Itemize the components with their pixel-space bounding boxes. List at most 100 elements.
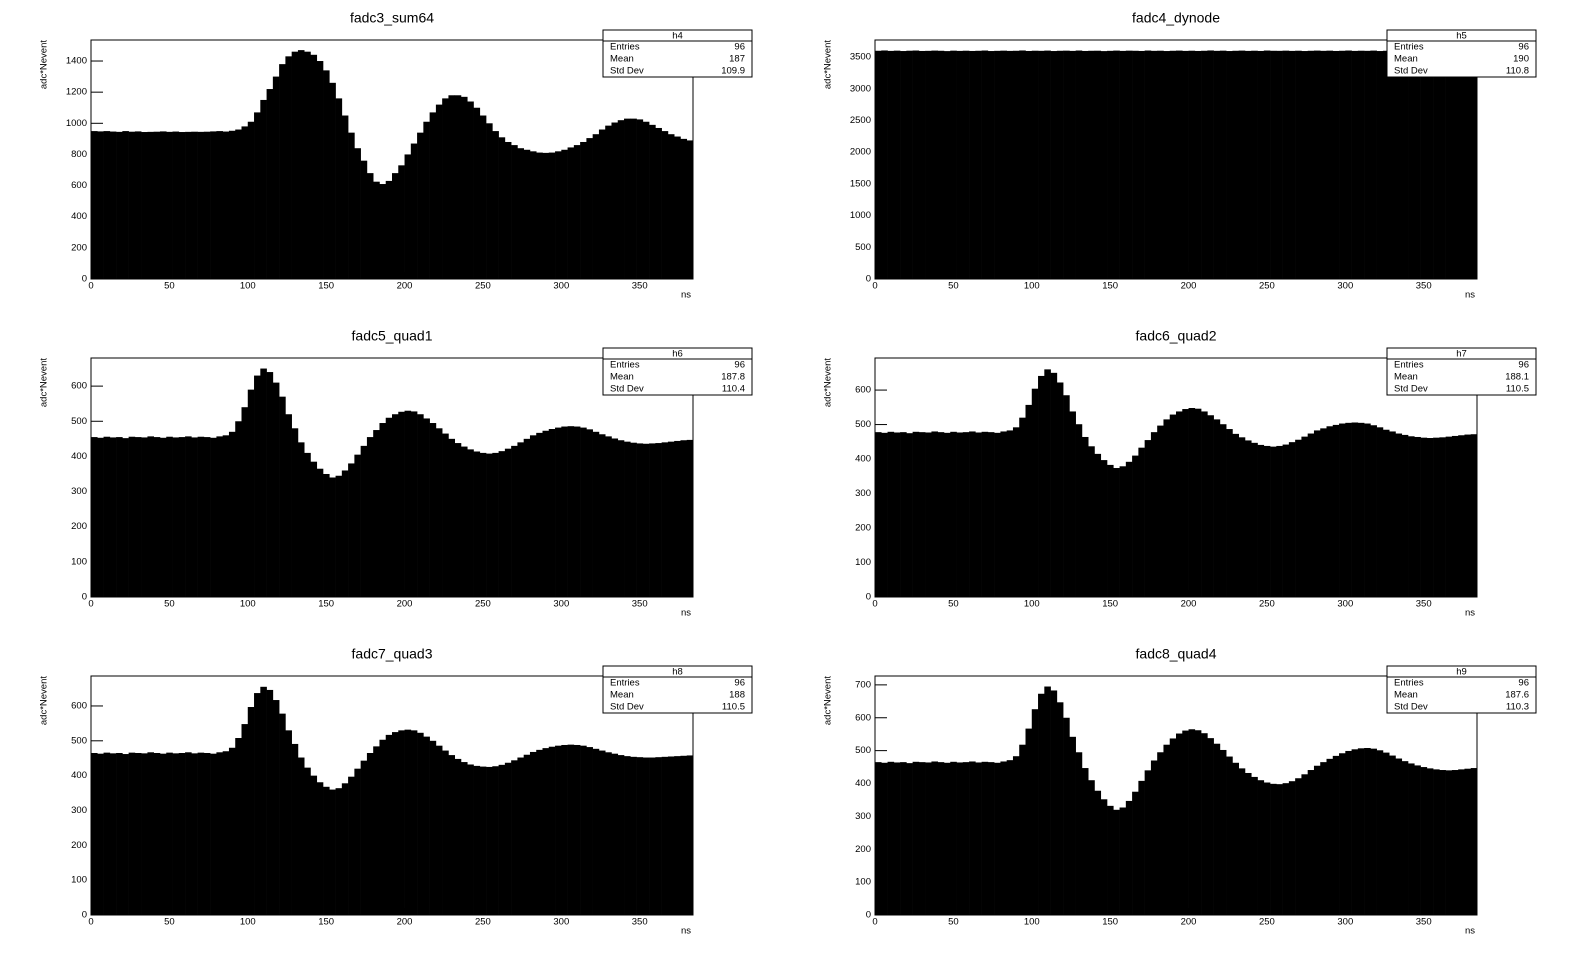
histogram-bar: [460, 762, 468, 915]
histogram-bar: [1025, 50, 1033, 279]
histogram-bar: [1382, 429, 1390, 597]
y-axis-label: adc*Nevent: [39, 40, 50, 89]
histogram-bar: [586, 747, 593, 915]
x-tick-label: 200: [1181, 917, 1197, 928]
histogram-bar: [1270, 50, 1277, 279]
axes-frame: [90, 675, 694, 916]
axes-frame: [874, 675, 1478, 916]
histogram-bar: [460, 446, 468, 597]
y-tick-label: 600: [71, 180, 87, 191]
histogram-bar: [467, 764, 474, 915]
stats-box: h7 Entries 96 Mean 188.1 Std Dev 110.5: [1386, 347, 1537, 396]
histogram-bar: [1000, 50, 1007, 280]
stats-value: 96: [1518, 360, 1529, 371]
histogram-bar: [1345, 50, 1352, 280]
histogram-bar: [661, 131, 669, 279]
histogram-bar: [1006, 430, 1014, 597]
axes-frame: [90, 39, 694, 280]
y-tick-label: 0: [866, 592, 871, 603]
stats-value: 96: [1518, 678, 1529, 689]
y-axis-label: adc*Nevent: [39, 358, 50, 407]
histogram-bar: [153, 752, 161, 915]
histogram-bar: [1006, 50, 1014, 280]
histogram-bar: [310, 775, 318, 915]
histogram-bar: [1201, 411, 1208, 597]
histogram-bar: [875, 50, 882, 279]
histogram-bar: [97, 437, 104, 597]
histogram-bar: [1426, 438, 1434, 597]
histogram-bar: [950, 50, 957, 280]
histogram-bar: [636, 757, 644, 915]
histogram-bar: [605, 752, 612, 915]
histogram-bar: [649, 443, 656, 597]
histogram-bar: [467, 449, 474, 597]
histogram-bar: [1063, 50, 1070, 280]
histogram-bar: [1081, 768, 1089, 915]
histogram-bar: [97, 753, 104, 915]
histogram-bar: [1107, 50, 1114, 280]
histogram-bar: [1395, 758, 1403, 915]
histogram-bar: [573, 426, 581, 597]
histogram-bar: [642, 121, 650, 279]
histogram-bar: [918, 50, 926, 279]
histogram-bar: [1451, 50, 1459, 279]
histogram-bar: [586, 429, 593, 597]
histogram-bar: [1339, 753, 1346, 915]
histogram-bar: [611, 122, 619, 279]
y-tick-label: 100: [855, 877, 871, 888]
x-tick-label: 250: [1259, 599, 1275, 610]
histogram-bar: [962, 50, 970, 280]
histogram-bar: [1470, 434, 1478, 597]
histogram-bar: [1339, 423, 1346, 597]
y-tick-label: 1500: [850, 178, 871, 189]
histogram-bar: [1257, 444, 1265, 597]
histogram-bar: [931, 431, 939, 597]
histogram-bar: [486, 766, 493, 915]
histogram-bar: [580, 427, 587, 597]
y-tick-label: 500: [855, 419, 871, 430]
histogram-bar: [1019, 744, 1026, 915]
histogram-bar: [291, 428, 299, 597]
stats-label: Mean: [1394, 372, 1418, 383]
histogram-bar: [1414, 765, 1421, 915]
histogram-bar: [473, 765, 481, 915]
histogram-bar: [611, 438, 619, 597]
histogram-bar: [1081, 50, 1089, 279]
x-tick-label: 200: [1181, 281, 1197, 292]
stats-label: Std Dev: [610, 66, 644, 77]
histogram-bar: [918, 762, 926, 915]
histogram-bar: [1382, 50, 1390, 279]
histogram-bar: [555, 151, 562, 279]
stats-value: 110.5: [722, 702, 745, 713]
histogram-bar: [360, 760, 368, 915]
histogram-bar: [297, 757, 305, 915]
histogram-bar: [598, 750, 606, 915]
histogram-bar: [893, 762, 901, 915]
histogram-bar: [1144, 50, 1152, 280]
x-tick-label: 50: [948, 281, 959, 292]
x-tick-label: 300: [553, 281, 569, 292]
histogram-bar: [1213, 743, 1221, 915]
histogram-bar: [536, 152, 543, 279]
stats-label: Mean: [610, 54, 634, 65]
histogram-bar: [624, 441, 631, 597]
stats-frame: [1386, 347, 1537, 396]
histogram-bar: [166, 131, 173, 279]
histogram-bar: [1263, 782, 1271, 915]
histogram-bar: [1370, 748, 1377, 915]
y-tick-label: 100: [71, 556, 87, 567]
x-tick-label: 350: [632, 917, 648, 928]
histogram-bar: [529, 751, 537, 915]
histogram-bar: [592, 748, 600, 915]
histogram-bar: [1063, 717, 1070, 915]
y-tick-label: 400: [71, 211, 87, 222]
histogram-bar: [1445, 50, 1453, 279]
histogram-bar: [109, 131, 117, 279]
histogram-bar: [1194, 408, 1202, 597]
histogram-bar: [1414, 436, 1421, 597]
histogram-bar: [1244, 772, 1252, 915]
histogram-bar: [1282, 444, 1290, 597]
histogram-bar: [573, 744, 581, 915]
x-tick-label: 200: [397, 599, 413, 610]
histogram-bar: [1251, 50, 1258, 280]
